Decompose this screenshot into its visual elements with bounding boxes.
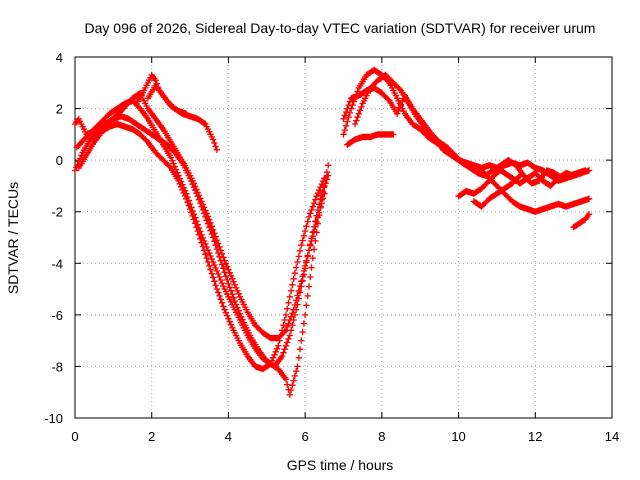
y-tick-label: -10	[44, 411, 63, 426]
grid	[75, 57, 612, 418]
x-tick-label: 4	[225, 429, 232, 444]
x-tick-label: 10	[451, 429, 465, 444]
y-tick-label: 4	[56, 50, 63, 65]
y-tick-label: -2	[51, 205, 63, 220]
series-track-11	[455, 159, 585, 200]
y-tick-label: 2	[56, 102, 63, 117]
y-tick-label: -6	[51, 308, 63, 323]
y-tick-label: -8	[51, 359, 63, 374]
data-point-markers	[144, 82, 190, 117]
y-axis-label: SDTVAR / TECUs	[5, 182, 21, 294]
x-tick-label: 2	[148, 429, 155, 444]
data-points	[71, 66, 593, 398]
chart-title: Day 096 of 2026, Sidereal Day-to-day VTE…	[85, 20, 596, 36]
data-point-markers	[71, 89, 328, 342]
series-track-6	[144, 82, 190, 117]
data-point-markers	[351, 71, 589, 187]
x-tick-label: 12	[528, 429, 542, 444]
series-track-3	[75, 120, 328, 373]
axis-ticks	[74, 56, 613, 419]
y-tick-label: 0	[56, 153, 63, 168]
series-track-8	[351, 71, 589, 187]
x-tick-label: 14	[605, 429, 619, 444]
x-tick-label: 6	[302, 429, 309, 444]
x-tick-labels: 0 2 4 6 8 10 12 14	[71, 429, 619, 444]
data-point-markers	[470, 172, 524, 210]
x-tick-label: 8	[378, 429, 385, 444]
data-point-markers	[344, 131, 397, 148]
x-tick-label: 0	[71, 429, 78, 444]
series-track-13	[570, 211, 593, 231]
series-track-4	[71, 89, 328, 342]
series-track-9	[340, 84, 593, 190]
x-axis-label: GPS time / hours	[287, 457, 394, 473]
series-track-10	[344, 131, 397, 148]
plot-frame	[74, 56, 613, 419]
data-point-markers	[340, 84, 593, 190]
series-track-12	[470, 172, 524, 210]
data-point-markers	[455, 159, 585, 200]
y-tick-label: -4	[51, 256, 63, 271]
data-point-markers	[570, 211, 593, 231]
y-tick-labels: 4 2 0 -2 -4 -6 -8 -10	[44, 50, 63, 426]
data-point-markers	[75, 120, 328, 373]
